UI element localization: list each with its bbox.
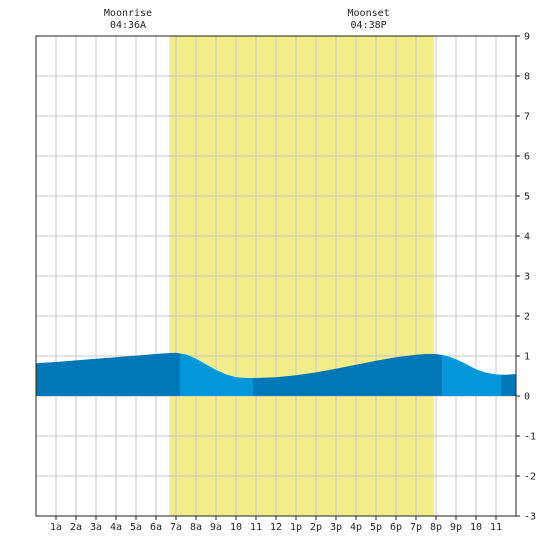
y-tick-label: 2 — [524, 312, 530, 323]
x-tick-label: 11 — [490, 522, 502, 533]
x-tick-label: 4p — [350, 522, 362, 533]
x-tick-label: 1a — [50, 522, 62, 533]
moonrise-time: 04:36A — [110, 20, 146, 31]
y-tick-label: 6 — [524, 152, 530, 163]
tide-area-light — [180, 353, 253, 396]
x-tick-label: 12 — [270, 522, 282, 533]
tide-area-light — [442, 354, 501, 396]
x-tick-label: 6a — [150, 522, 162, 533]
moonset-label: Moonset — [348, 8, 390, 19]
tide-area-dark — [36, 352, 180, 396]
y-tick-label: 7 — [524, 112, 530, 123]
x-tick-label: 3a — [90, 522, 102, 533]
moonset-time: 04:38P — [351, 20, 387, 31]
x-tick-label: 6p — [390, 522, 402, 533]
x-tick-label: 2p — [310, 522, 322, 533]
x-tick-label: 7a — [170, 522, 182, 533]
y-tick-label: 1 — [524, 352, 530, 363]
x-tick-label: 2a — [70, 522, 82, 533]
y-tick-label: 5 — [524, 192, 530, 203]
x-tick-label: 1p — [290, 522, 302, 533]
x-tick-label: 5a — [130, 522, 142, 533]
x-tick-label: 10 — [470, 522, 482, 533]
x-tick-label: 4a — [110, 522, 122, 533]
x-tick-label: 3p — [330, 522, 342, 533]
x-tick-label: 11 — [250, 522, 262, 533]
x-tick-label: 7p — [410, 522, 422, 533]
x-tick-label: 9p — [450, 522, 462, 533]
moonrise-label: Moonrise — [104, 8, 152, 19]
tide-area-dark — [501, 374, 516, 396]
y-tick-label: 9 — [524, 32, 530, 43]
y-tick-label: 4 — [524, 232, 530, 243]
x-tick-label: 5p — [370, 522, 382, 533]
x-tick-label: 10 — [230, 522, 242, 533]
x-tick-label: 8p — [430, 522, 442, 533]
x-tick-label: 8a — [190, 522, 202, 533]
tide-area-dark — [253, 354, 442, 396]
y-tick-label: 3 — [524, 272, 530, 283]
y-tick-label: -2 — [524, 472, 536, 483]
y-tick-label: -1 — [524, 432, 536, 443]
y-tick-label: 0 — [524, 392, 530, 403]
x-tick-label: 9a — [210, 522, 222, 533]
y-tick-label: 8 — [524, 72, 530, 83]
y-tick-label: -3 — [524, 512, 536, 523]
